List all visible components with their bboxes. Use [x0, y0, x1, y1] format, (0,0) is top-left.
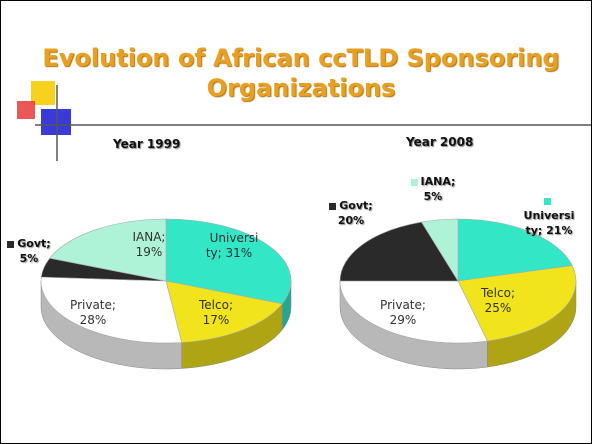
- chart-title: Year 1999: [113, 137, 181, 151]
- pies: [40, 218, 577, 370]
- data-label-text: IANA; 19%: [132, 230, 166, 259]
- data-label-text: Private; 28%: [70, 298, 116, 327]
- data-label-text: Telco; 17%: [199, 298, 233, 327]
- chart-title: Year 2008: [406, 135, 474, 149]
- data-label-text: Govt; 20%: [337, 199, 373, 227]
- slice: [339, 280, 488, 344]
- data-label: Private; 28%: [63, 298, 123, 328]
- data-label-text: Govt; 5%: [17, 237, 51, 265]
- slice: [165, 218, 292, 305]
- decor-square: [41, 109, 71, 135]
- slice: [339, 221, 459, 282]
- data-label: Universi ty; 21%: [519, 193, 579, 238]
- slice: [165, 280, 283, 343]
- slide-title: Evolution of African ccTLD Sponsoring Or…: [42, 44, 560, 102]
- data-label: Telco; 25%: [468, 286, 528, 316]
- data-label: Govt; 5%: [6, 236, 52, 266]
- legend-key: [199, 235, 207, 242]
- slice: [457, 218, 573, 282]
- data-label: Govt; 20%: [326, 198, 376, 228]
- data-label: Private; 29%: [373, 298, 433, 328]
- data-label: IANA; 5%: [408, 174, 458, 204]
- data-label-text: Telco; 25%: [481, 286, 515, 315]
- data-label: IANA; 19%: [124, 230, 174, 260]
- data-label: Universi ty; 31%: [194, 231, 264, 261]
- data-label-text: Private; 29%: [380, 298, 426, 327]
- slice: [40, 276, 183, 344]
- slice: [421, 218, 459, 283]
- data-label: Telco; 17%: [186, 298, 246, 328]
- decor-square: [17, 101, 35, 119]
- slice: [49, 218, 167, 282]
- data-label-text: IANA; 5%: [420, 175, 456, 203]
- data-label-text: Universi ty; 21%: [523, 209, 575, 237]
- data-label-text: Universi ty; 31%: [205, 231, 259, 260]
- legend-key: [544, 197, 551, 205]
- legend-key: [410, 178, 418, 186]
- slice: [457, 265, 577, 342]
- legend-key: [7, 240, 15, 248]
- legend-key: [329, 202, 337, 210]
